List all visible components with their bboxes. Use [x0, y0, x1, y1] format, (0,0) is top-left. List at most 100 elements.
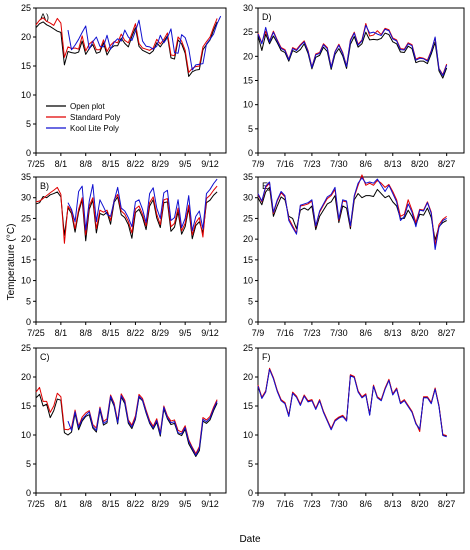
y-tick-label: 20 — [21, 372, 31, 382]
x-tick-label: 9/5 — [179, 159, 192, 169]
x-tick-label: 8/29 — [152, 499, 170, 509]
x-tick-label: 7/23 — [303, 499, 321, 509]
chart-panel-b: B) 0 5 10 15 20 25 30 35 7/25 8/1 8/8 8/15 8/22 8/29 9/… — [21, 172, 227, 338]
y-tick-label: 5 — [248, 459, 253, 469]
y-tick-label: 35 — [243, 172, 253, 182]
chart-panel-f: F) 0 5 10 15 20 25 7/9 7/16 7/23 7/30 8/6 8/13 8/20 8/… — [243, 343, 465, 509]
y-tick-label: 20 — [21, 234, 31, 244]
y-tick-label: 5 — [26, 296, 31, 306]
y-tick-label: 20 — [243, 234, 253, 244]
series-line-standard-poly — [257, 22, 448, 76]
panel-label: D) — [262, 12, 272, 22]
series-line-kool-lite-poly — [257, 368, 447, 438]
y-tick-label: 25 — [21, 343, 31, 353]
x-tick-label: 8/13 — [384, 499, 402, 509]
series-line-kool-lite-poly — [257, 24, 448, 77]
series-line-standard-poly — [35, 17, 218, 73]
x-tick-label: 8/6 — [360, 499, 373, 509]
series-line-standard-poly — [35, 185, 218, 244]
x-tick-label: 7/30 — [330, 159, 348, 169]
series-line-open-plot — [35, 393, 218, 457]
x-tick-label: 7/23 — [303, 328, 321, 338]
y-tick-label: 10 — [243, 100, 253, 110]
x-tick-label: 8/13 — [384, 328, 402, 338]
x-tick-label: 7/23 — [303, 159, 321, 169]
x-tick-label: 8/15 — [102, 159, 120, 169]
panel-label: B) — [40, 181, 49, 191]
x-tick-label: 8/8 — [79, 499, 92, 509]
y-tick-label: 30 — [243, 3, 253, 13]
x-tick-label: 7/25 — [27, 328, 45, 338]
x-tick-label: 7/30 — [330, 328, 348, 338]
x-tick-label: 9/5 — [179, 499, 192, 509]
x-tick-label: 7/16 — [276, 159, 294, 169]
y-tick-label: 10 — [21, 430, 31, 440]
x-tick-label: 7/16 — [276, 499, 294, 509]
y-tick-label: 0 — [26, 148, 31, 158]
y-tick-label: 20 — [243, 51, 253, 61]
plot-frame — [257, 347, 465, 494]
plot-frame — [35, 347, 227, 494]
y-tick-label: 15 — [243, 255, 253, 265]
x-tick-label: 7/9 — [252, 499, 265, 509]
y-tick-label: 0 — [248, 148, 253, 158]
y-tick-label: 10 — [21, 276, 31, 286]
x-tick-label: 8/8 — [79, 159, 92, 169]
series-line-kool-lite-poly — [257, 177, 447, 250]
x-tick-label: 8/29 — [152, 328, 170, 338]
x-tick-label: 8/6 — [360, 328, 373, 338]
y-tick-label: 30 — [243, 193, 253, 203]
x-tick-label: 7/25 — [27, 499, 45, 509]
series-line-kool-lite-poly — [67, 15, 222, 71]
chart-panel-c: C) 0 5 10 15 20 25 7/25 8/1 8/8 8/15 8/22 8/29 9/5 9/1… — [21, 343, 227, 509]
legend: Open plot Standard Poly Kool Lite Poly — [46, 102, 120, 133]
y-tick-label: 5 — [248, 124, 253, 134]
y-tick-label: 10 — [21, 90, 31, 100]
series-line-open-plot — [257, 31, 448, 79]
plot-frame — [35, 7, 227, 154]
legend-label: Standard Poly — [70, 113, 120, 122]
y-tick-label: 25 — [243, 213, 253, 223]
series-line-kool-lite-poly — [67, 178, 218, 232]
x-tick-label: 8/13 — [384, 159, 402, 169]
legend-label: Open plot — [70, 102, 105, 111]
x-tick-label: 7/30 — [330, 499, 348, 509]
x-tick-label: 8/1 — [55, 159, 68, 169]
x-tick-label: 8/27 — [438, 328, 456, 338]
y-tick-label: 15 — [21, 401, 31, 411]
y-tick-label: 10 — [243, 276, 253, 286]
x-tick-label: 8/6 — [360, 159, 373, 169]
y-tick-label: 10 — [243, 430, 253, 440]
x-tick-label: 8/22 — [127, 328, 145, 338]
y-tick-label: 20 — [21, 32, 31, 42]
series-line-open-plot — [257, 368, 447, 437]
x-tick-label: 9/5 — [179, 328, 192, 338]
x-tick-label: 8/29 — [152, 159, 170, 169]
x-tick-label: 7/16 — [276, 328, 294, 338]
panel-label: F) — [262, 352, 271, 362]
y-tick-label: 20 — [243, 372, 253, 382]
x-tick-label: 8/15 — [102, 328, 120, 338]
plot-frame — [35, 176, 227, 323]
chart-panel-a: A) 0 5 10 15 20 25 7/25 8/1 8/8 8/15 8/22 8/29 9/5 9/1… — [21, 3, 227, 169]
y-tick-label: 0 — [26, 488, 31, 498]
y-axis-title: Temperature (°C) — [6, 224, 17, 301]
x-tick-label: 8/27 — [438, 159, 456, 169]
y-tick-label: 5 — [248, 296, 253, 306]
plot-frame — [257, 7, 465, 154]
x-tick-label: 8/15 — [102, 499, 120, 509]
y-tick-label: 0 — [248, 317, 253, 327]
x-tick-label: 9/12 — [201, 159, 219, 169]
y-tick-label: 25 — [243, 343, 253, 353]
y-tick-label: 0 — [248, 488, 253, 498]
chart-panel-d: D) 0 5 10 15 20 25 30 7/9 7/16 7/23 7/30 8/6 8/13 8/20… — [243, 3, 465, 169]
y-tick-label: 25 — [243, 27, 253, 37]
series-line-open-plot — [35, 21, 218, 77]
legend-label: Kool Lite Poly — [70, 124, 119, 133]
y-tick-label: 35 — [21, 172, 31, 182]
y-tick-label: 15 — [21, 61, 31, 71]
x-tick-label: 7/9 — [252, 328, 265, 338]
